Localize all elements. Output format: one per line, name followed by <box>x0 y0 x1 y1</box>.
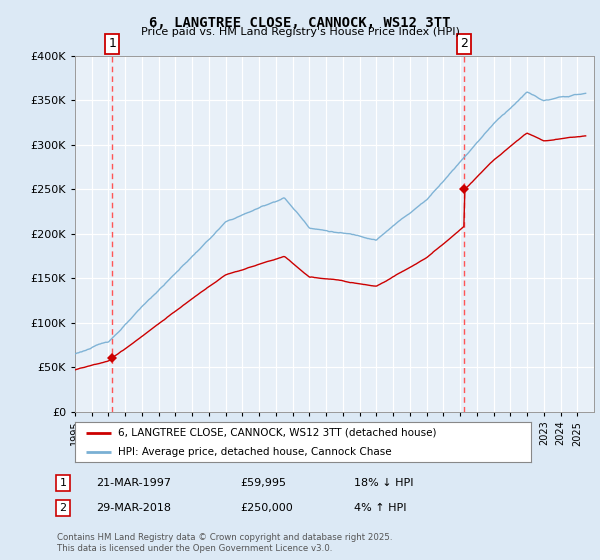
Text: 6, LANGTREE CLOSE, CANNOCK, WS12 3TT: 6, LANGTREE CLOSE, CANNOCK, WS12 3TT <box>149 16 451 30</box>
Text: 21-MAR-1997: 21-MAR-1997 <box>96 478 171 488</box>
Text: 6, LANGTREE CLOSE, CANNOCK, WS12 3TT (detached house): 6, LANGTREE CLOSE, CANNOCK, WS12 3TT (de… <box>118 428 437 438</box>
Text: 18% ↓ HPI: 18% ↓ HPI <box>354 478 413 488</box>
Text: £59,995: £59,995 <box>240 478 286 488</box>
Text: Contains HM Land Registry data © Crown copyright and database right 2025.
This d: Contains HM Land Registry data © Crown c… <box>57 533 392 553</box>
Text: Price paid vs. HM Land Registry's House Price Index (HPI): Price paid vs. HM Land Registry's House … <box>140 27 460 37</box>
Text: 29-MAR-2018: 29-MAR-2018 <box>96 503 171 513</box>
Text: HPI: Average price, detached house, Cannock Chase: HPI: Average price, detached house, Cann… <box>118 447 392 457</box>
Text: 1: 1 <box>59 478 67 488</box>
Text: £250,000: £250,000 <box>240 503 293 513</box>
Text: 2: 2 <box>59 503 67 513</box>
Text: 1: 1 <box>108 38 116 50</box>
Text: 4% ↑ HPI: 4% ↑ HPI <box>354 503 407 513</box>
Text: 2: 2 <box>460 38 468 50</box>
